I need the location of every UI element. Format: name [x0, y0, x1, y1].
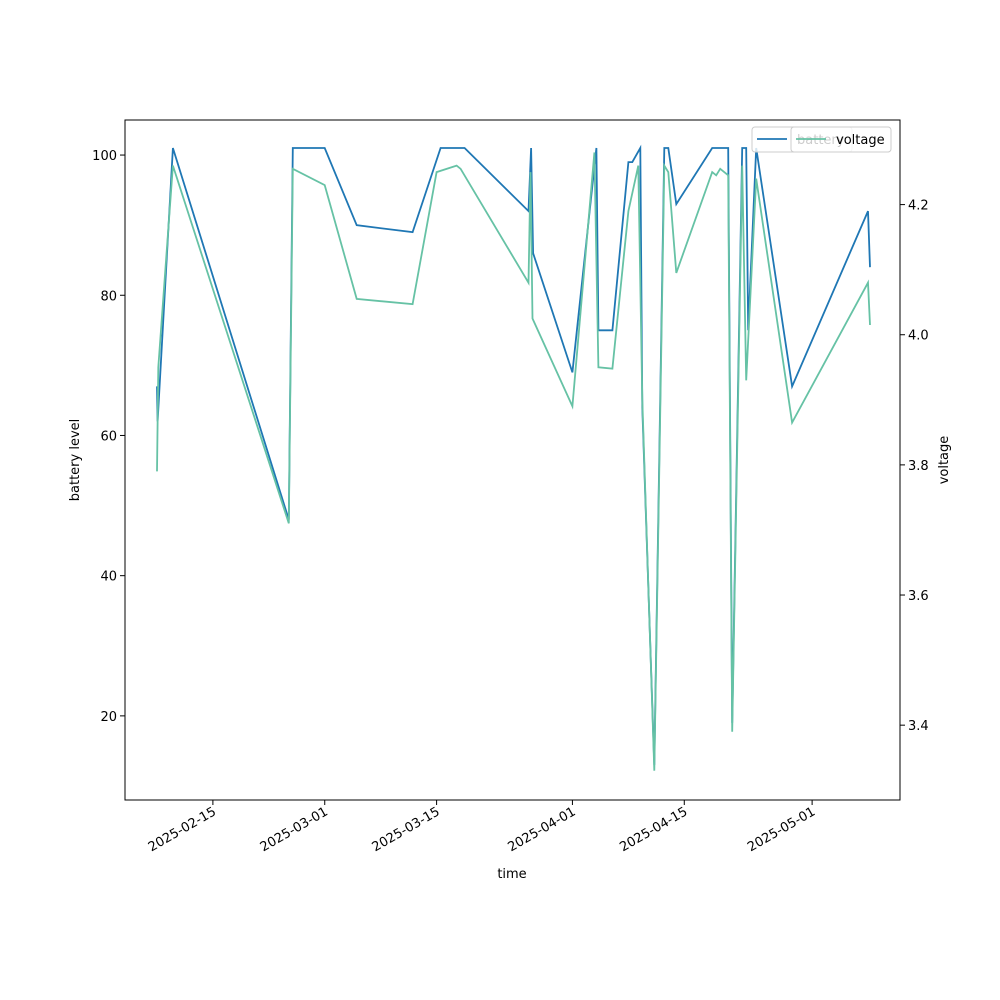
x-axis-label: time — [497, 867, 526, 882]
legend-voltage: voltage — [790, 126, 892, 153]
y-right-tick-label: 3.6 — [908, 589, 929, 604]
x-tick-label: 2025-04-15 — [617, 804, 690, 855]
y-right-tick-label: 4.2 — [908, 199, 929, 214]
legend-voltage-box — [790, 126, 892, 153]
y-left-tick-label: 40 — [100, 570, 117, 585]
y-axis-left-label: battery level — [68, 419, 83, 502]
plot-area — [125, 120, 900, 800]
x-tick-label: 2025-03-15 — [370, 804, 443, 855]
y-right-tick-label: 4.0 — [908, 329, 929, 344]
x-tick-label: 2025-05-01 — [745, 804, 818, 855]
y-left-tick-label: 100 — [92, 149, 117, 164]
y-right-tick-label: 3.4 — [908, 719, 929, 734]
x-tick-label: 2025-02-15 — [146, 804, 219, 855]
y-right-tick-label: 3.8 — [908, 459, 929, 474]
x-tick-label: 2025-03-01 — [258, 804, 331, 855]
series-line-battery — [156, 144, 871, 765]
y-left-tick-label: 80 — [100, 289, 117, 304]
y-axis-right: 3.4 3.6 3.8 4.0 4.2 — [900, 199, 929, 734]
series-line-voltage — [156, 152, 871, 771]
y-left-tick-label: 20 — [100, 710, 117, 725]
y-axis-left: 20 40 60 80 100 — [92, 149, 125, 725]
y-left-tick-label: 60 — [100, 429, 117, 444]
x-tick-label: 2025-04-01 — [505, 804, 578, 855]
series-layer — [156, 144, 871, 771]
y-axis-right-label: voltage — [937, 436, 952, 485]
plot-frame — [124, 119, 901, 801]
legend-voltage-label: voltage — [836, 133, 885, 148]
x-axis: 2025-02-15 2025-03-01 2025-03-15 2025-04-01… — [146, 800, 818, 855]
